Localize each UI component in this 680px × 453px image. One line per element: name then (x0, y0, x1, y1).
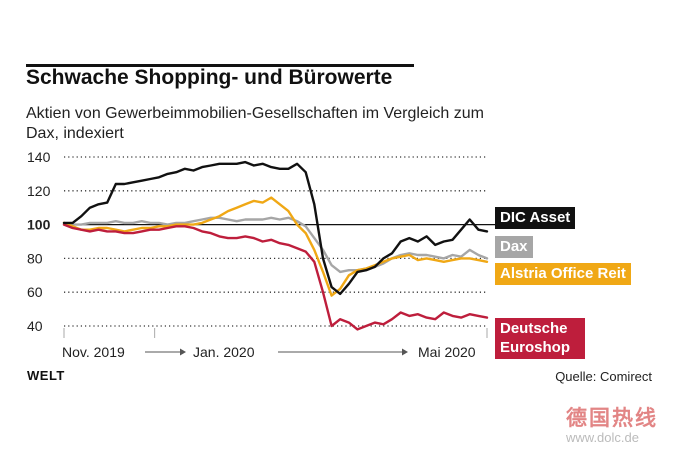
legend-label-dic-asset: DIC Asset (495, 207, 576, 229)
x-axis: Nov. 2019 Jan. 2020 Mai 2020 (62, 328, 488, 360)
chart-title: Schwache Shopping- und Bürowerte (26, 66, 393, 89)
series-line-deutsche-euroshop (62, 223, 489, 331)
watermark-logo: 德国热线 (566, 407, 658, 430)
welt-logo: WELT (27, 368, 65, 383)
series-line-dic-asset (62, 160, 489, 296)
watermark-url: www.dolc.de (566, 430, 639, 445)
y-tick-label-100: 100 (27, 217, 51, 233)
series-line-dax (62, 216, 489, 274)
series-line-alstria-office-reit (62, 196, 489, 297)
legend-label-deutsche-euroshop-text: Deutsche Euroshop (500, 320, 570, 356)
y-tick-label-140: 140 (27, 149, 51, 165)
series-lines (62, 160, 489, 331)
x-tick-label-2: Mai 2020 (418, 344, 476, 360)
grid-lines (64, 156, 495, 327)
x-tick-label-1: Jan. 2020 (193, 344, 255, 360)
source-note: Quelle: Comirect (555, 369, 652, 384)
title-rule (26, 64, 414, 67)
y-tick-label-60: 60 (27, 284, 43, 300)
y-tick-label-40: 40 (27, 318, 43, 334)
y-tick-label-120: 120 (27, 183, 51, 199)
x-axis-arrow-head-0 (180, 348, 186, 356)
x-tick-label-0: Nov. 2019 (62, 344, 125, 360)
x-axis-arrow-head-1 (402, 348, 408, 356)
y-axis: 40 60 80 100 120 140 (27, 149, 51, 334)
legend-label-deutsche-euroshop: Deutsche Euroshop (495, 318, 585, 359)
chart-subtitle: Aktien von Gewerbeimmobilien-Gesellschaf… (26, 105, 484, 142)
y-tick-label-80: 80 (27, 250, 43, 266)
legend-label-alstria: Alstria Office Reit (495, 263, 631, 285)
legend-label-dax: Dax (495, 236, 533, 258)
